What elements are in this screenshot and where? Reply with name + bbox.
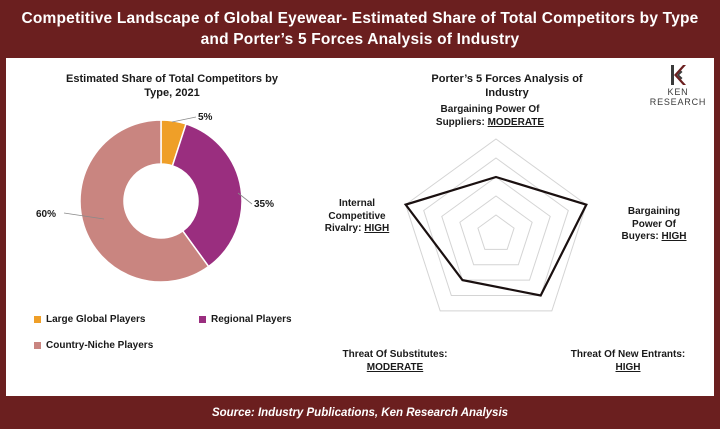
ken-research-logo-text: KEN RESEARCH [649,87,707,107]
donut-chart-title-line1: Estimated Share of Total Competitors by [66,73,278,85]
axis-label-new-entrants-line1: Threat Of New Entrants: [570,349,686,360]
axis-label-buyers-line2: Power Of [632,218,676,230]
radar-grid-ring [423,157,569,296]
radar-series-line [403,175,588,297]
legend-item-country-niche: Country-Niche Players [34,340,153,351]
legend-label-large-global: Large Global Players [46,314,146,325]
legend-label-regional: Regional Players [211,314,292,325]
ken-research-logo: KEN RESEARCH [642,64,714,107]
legend-swatch-large-global [34,316,41,323]
axis-rating-new-entrants: HIGH [615,361,641,373]
axis-label-rivalry-line2: Competitive [328,210,386,222]
axis-label-buyers-line3: Buyers: [621,231,659,242]
slice-label-regional: 35% [254,199,275,210]
axis-rating-substitutes: MODERATE [366,361,424,373]
radar-chart-title-line2: Industry [485,87,529,99]
leader-line [237,192,253,205]
axis-label-new-entrants: Threat Of New Entrants: HIGH [558,349,698,374]
ken-research-logo-icon [671,65,686,85]
radar-grid-ring [405,138,587,312]
leader-line [171,116,197,123]
axis-rating-suppliers: MODERATE [487,116,545,128]
page-title-line2: and Porter’s 5 Forces Analysis of Indust… [200,31,520,48]
radar-chart-title-line1: Porter’s 5 Forces Analysis of [431,73,583,85]
legend-swatch-regional [199,316,206,323]
leader-line [63,212,105,220]
page-title-line1: Competitive Landscape of Global Eyewear-… [21,10,699,27]
axis-label-suppliers-line2: Suppliers: [435,116,485,128]
legend-label-country-niche: Country-Niche Players [46,340,154,351]
axis-label-substitutes-line1: Threat Of Substitutes: [342,349,448,360]
axis-label-buyers: Bargaining Power Of Buyers: HIGH [606,206,702,244]
axis-label-rivalry: Internal Competitive Rivalry: HIGH [312,198,402,236]
donut-slice-country-niche [79,119,210,283]
legend-item-large-global: Large Global Players [34,314,146,325]
header: Competitive Landscape of Global Eyewear-… [0,0,720,58]
donut-chart-title: Estimated Share of Total Competitors by … [22,72,322,100]
legend-swatch-country-niche [34,342,41,349]
axis-rating-rivalry: HIGH [364,223,390,234]
axis-rating-buyers: HIGH [661,231,687,242]
radar-grid-ring [441,176,551,281]
donut-chart-title-line2: Type, 2021 [144,87,200,99]
axis-label-rivalry-line1: Internal [338,198,376,209]
slice-label-country-niche: 60% [36,209,57,220]
radar-grid-ring [459,195,533,266]
radar-chart-title: Porter’s 5 Forces Analysis of Industry [407,72,607,100]
source-text: Source: Industry Publications, Ken Resea… [211,406,509,419]
axis-label-buyers-line1: Bargaining [627,206,681,217]
axis-label-substitutes: Threat Of Substitutes: MODERATE [325,349,465,374]
radar-grid-ring [477,214,515,250]
footer: Source: Industry Publications, Ken Resea… [0,396,720,429]
legend-item-regional: Regional Players [199,314,292,325]
slice-label-large-global: 5% [198,112,213,123]
axis-label-suppliers-line1: Bargaining Power Of [440,104,540,115]
axis-label-rivalry-line3: Rivalry: [324,223,362,234]
axis-label-suppliers: Bargaining Power Of Suppliers: MODERATE [415,104,565,129]
donut-slice-regional [171,123,243,268]
